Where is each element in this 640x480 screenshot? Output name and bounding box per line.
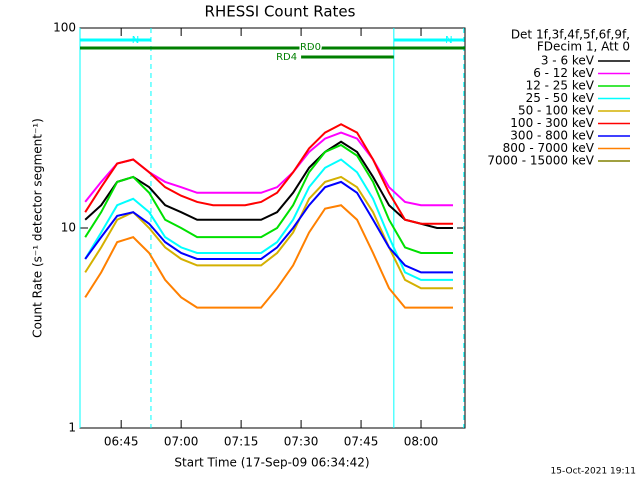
chart-title: RHESSI Count Rates <box>205 3 356 21</box>
x-tick-label: 08:00 <box>404 435 439 449</box>
x-tick-label: 07:30 <box>284 435 319 449</box>
band-label: RD0 <box>300 42 321 53</box>
series-line <box>84 158 454 281</box>
legend-label: 3 - 6 keV <box>541 54 595 68</box>
band-label: N <box>132 35 139 46</box>
y-tick-label: 100 <box>53 21 76 35</box>
legend-title: FDecim 1, Att 0 <box>537 40 630 54</box>
legend-label: 100 - 300 keV <box>510 116 594 130</box>
series-line <box>84 204 454 309</box>
x-tick-label: 07:00 <box>164 435 199 449</box>
x-tick-label: 07:15 <box>224 435 259 449</box>
series-line <box>84 143 454 254</box>
y-axis-label: Count Rate (s⁻¹ detector segment⁻¹) <box>31 118 45 338</box>
legend-label: 6 - 12 keV <box>533 66 595 80</box>
x-tick-label: 06:45 <box>104 435 139 449</box>
series-line <box>84 131 454 207</box>
band-label: N <box>445 35 452 46</box>
x-axis-label: Start Time (17-Sep-09 06:34:42) <box>174 456 369 470</box>
legend-label: 300 - 800 keV <box>510 129 594 143</box>
legend-label: 25 - 50 keV <box>526 91 595 105</box>
series-line <box>84 175 454 290</box>
legend-label: 800 - 7000 keV <box>503 141 595 155</box>
y-tick-label: 1 <box>68 421 76 435</box>
footer: 15-Oct-2021 19:11 <box>551 467 636 477</box>
legend-label: 50 - 100 keV <box>518 104 595 118</box>
legend-label: 12 - 25 keV <box>526 79 595 93</box>
series-line <box>84 123 454 225</box>
legend-title: Det 1f,3f,4f,5f,6f,9f, <box>511 28 630 42</box>
band-label: RD4 <box>276 52 297 63</box>
x-tick-label: 07:45 <box>344 435 379 449</box>
series-line <box>84 180 454 274</box>
y-tick-label: 10 <box>61 221 76 235</box>
plot-frame <box>79 27 466 429</box>
series-line <box>84 140 454 229</box>
legend-label: 7000 - 15000 keV <box>487 154 594 168</box>
